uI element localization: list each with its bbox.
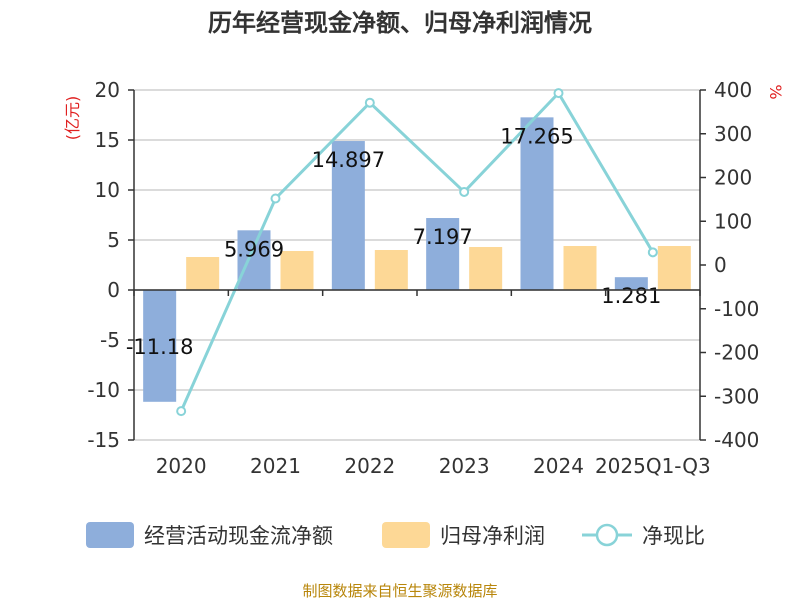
right-tick-label: -300 bbox=[714, 384, 759, 408]
bar-profit bbox=[374, 250, 408, 290]
x-tick-label: 2025Q1-Q3 bbox=[595, 454, 711, 478]
ratio-point bbox=[364, 97, 375, 108]
x-tick-label: 2021 bbox=[250, 454, 301, 478]
left-tick-label: -10 bbox=[87, 378, 120, 402]
ratio-point bbox=[553, 88, 564, 99]
legend-label-ratio: 净现比 bbox=[642, 524, 705, 548]
ratio-line bbox=[176, 88, 658, 417]
data-label: 7.197 bbox=[413, 225, 473, 249]
data-label: 17.265 bbox=[500, 124, 573, 148]
x-tick-label: 2022 bbox=[344, 454, 395, 478]
legend: 经营活动现金流净额 归母净利润 净现比 bbox=[86, 522, 705, 548]
x-tick-label: 2024 bbox=[533, 454, 584, 478]
left-tick-label: 20 bbox=[95, 78, 120, 102]
left-axis-unit: (亿元) bbox=[63, 96, 82, 141]
ratio-point bbox=[459, 186, 470, 197]
legend-label-cashflow: 经营活动现金流净额 bbox=[144, 524, 333, 548]
left-tick-label: 5 bbox=[107, 228, 120, 252]
bar-cashflow bbox=[520, 117, 554, 290]
right-tick-label: 200 bbox=[714, 166, 752, 190]
right-tick-label: -100 bbox=[714, 297, 759, 321]
x-tick-label: 2020 bbox=[156, 454, 207, 478]
bar-cashflow bbox=[614, 277, 648, 290]
bar-profit bbox=[280, 251, 314, 290]
right-axis: 400 300 200 100 0 -100 -200 -300 -400 bbox=[699, 78, 759, 452]
data-label: 1.281 bbox=[601, 284, 661, 308]
right-tick-label: 0 bbox=[714, 253, 727, 277]
legend-label-profit: 归母净利润 bbox=[440, 524, 545, 548]
bars bbox=[143, 117, 691, 402]
data-label: 14.897 bbox=[312, 148, 385, 172]
ratio-point bbox=[270, 193, 281, 204]
right-tick-label: -400 bbox=[714, 428, 759, 452]
bar-cashflow bbox=[426, 218, 460, 290]
bar-cashflow bbox=[331, 141, 365, 290]
legend-swatch-ratio-marker bbox=[595, 523, 619, 547]
left-axis: 20 15 10 5 0 -5 -10 -15 bbox=[87, 78, 135, 452]
x-tick-label: 2023 bbox=[439, 454, 490, 478]
bar-profit bbox=[186, 257, 220, 290]
legend-swatch-profit bbox=[382, 522, 430, 548]
data-labels: -11.18 5.969 14.897 7.197 17.265 1.281 bbox=[126, 124, 662, 359]
ratio-line-path bbox=[179, 90, 655, 412]
data-label: -11.18 bbox=[126, 335, 194, 359]
right-tick-label: 300 bbox=[714, 122, 752, 146]
bar-profit bbox=[469, 247, 503, 290]
left-tick-label: 0 bbox=[107, 278, 120, 302]
left-tick-label: 10 bbox=[95, 178, 120, 202]
bar-cashflow bbox=[237, 230, 271, 290]
left-tick-label: -5 bbox=[100, 328, 120, 352]
chart-title: 历年经营现金净额、归母净利润情况 bbox=[208, 9, 592, 37]
ratio-point bbox=[176, 406, 187, 417]
bar-profit bbox=[657, 246, 691, 290]
source-note: 制图数据来自恒生聚源数据库 bbox=[302, 582, 497, 600]
legend-swatch-cashflow bbox=[86, 522, 134, 548]
data-label: 5.969 bbox=[224, 237, 284, 261]
bar-cashflow bbox=[143, 290, 177, 402]
right-tick-label: -200 bbox=[714, 341, 759, 365]
right-tick-label: 100 bbox=[714, 209, 752, 233]
right-axis-unit: % bbox=[766, 84, 785, 99]
left-tick-label: 15 bbox=[95, 128, 120, 152]
bar-profit bbox=[563, 246, 597, 290]
left-tick-label: -15 bbox=[87, 428, 120, 452]
ratio-point bbox=[647, 247, 658, 258]
right-tick-label: 400 bbox=[714, 78, 752, 102]
x-axis: 2020 2021 2022 2023 2024 2025Q1-Q3 bbox=[133, 289, 711, 478]
